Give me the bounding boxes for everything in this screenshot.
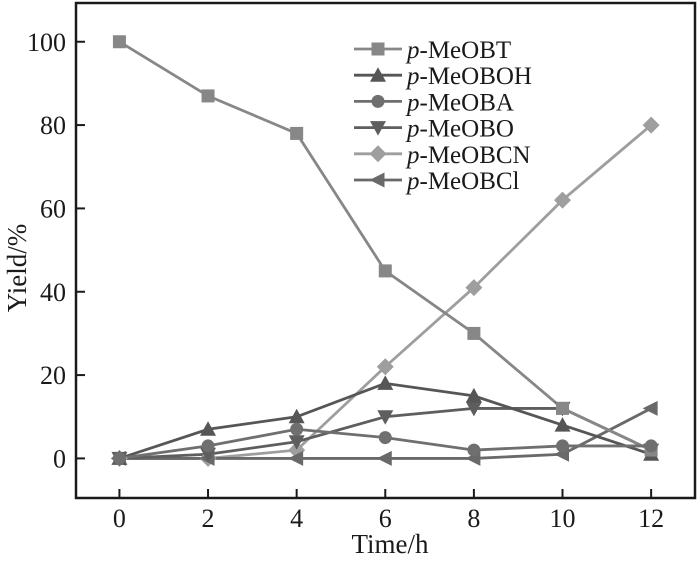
legend-marker-diamond-icon — [369, 145, 387, 163]
legend-item-p-MeOBCN: p-MeOBCN — [354, 142, 531, 169]
legend-label: p-MeOBCN — [405, 142, 531, 169]
x-tick-label: 12 — [638, 504, 664, 533]
x-tick-label: 6 — [379, 504, 392, 533]
series-marker-p-MeOBCl — [642, 400, 658, 416]
y-tick-label: 80 — [40, 111, 66, 140]
series-marker-p-MeOBA — [112, 451, 126, 465]
series-marker-p-MeOBT — [201, 89, 215, 103]
legend-item-p-MeOBOH: p-MeOBOH — [354, 63, 532, 90]
x-tick-label: 10 — [550, 504, 576, 533]
y-tick-label: 0 — [53, 444, 66, 473]
legend-marker-circle-icon — [371, 94, 385, 108]
legend-label: p-MeOBA — [405, 89, 514, 116]
legend-item-p-MeOBO: p-MeOBO — [354, 116, 514, 143]
series-marker-p-MeOBCl — [376, 450, 392, 466]
series-marker-p-MeOBT — [378, 264, 392, 278]
axis-ticks — [76, 40, 653, 498]
y-tick-label: 100 — [27, 28, 66, 57]
legend-label: p-MeOBO — [405, 116, 514, 143]
series-marker-p-MeOBO — [377, 410, 394, 425]
series-marker-p-MeOBCN — [554, 191, 572, 209]
legend-marker-triangle-up-icon — [370, 67, 386, 82]
legend-item-p-MeOBT: p-MeOBT — [354, 37, 511, 64]
y-tick-label: 40 — [40, 278, 66, 307]
series-marker-p-MeOBT — [467, 326, 481, 340]
x-tick-label: 4 — [290, 504, 303, 533]
series-marker-p-MeOBA — [201, 439, 215, 453]
x-tick-label: 2 — [202, 504, 215, 533]
legend-label: p-MeOBOH — [405, 63, 532, 90]
legend-label: p-MeOBCl — [405, 168, 520, 195]
series-marker-p-MeOBOH — [377, 375, 394, 390]
series-marker-p-MeOBT — [112, 35, 126, 49]
x-tick-label: 0 — [113, 504, 126, 533]
x-axis-label: Time/h — [351, 529, 429, 559]
y-tick-label: 20 — [40, 361, 66, 390]
series-marker-p-MeOBT — [556, 401, 570, 415]
y-tick-label: 60 — [40, 194, 66, 223]
series-marker-p-MeOBA — [644, 439, 658, 453]
legend-marker-triangle-down-icon — [370, 121, 386, 136]
legend-marker-triangle-left-icon — [369, 172, 385, 188]
series-marker-p-MeOBO — [465, 401, 482, 417]
series-marker-p-MeOBOH — [288, 408, 305, 424]
legend: p-MeOBTp-MeOBOHp-MeOBAp-MeOBOp-MeOBCNp-M… — [354, 37, 532, 195]
legend-item-p-MeOBA: p-MeOBA — [354, 89, 514, 116]
legend-label: p-MeOBT — [405, 37, 511, 64]
legend-item-p-MeOBCl: p-MeOBCl — [354, 168, 520, 195]
series-marker-p-MeOBCl — [288, 450, 304, 466]
series-marker-p-MeOBOH — [200, 421, 217, 436]
series-marker-p-MeOBA — [467, 443, 481, 457]
series-marker-p-MeOBCN — [376, 358, 394, 376]
series-marker-p-MeOBA — [556, 439, 570, 453]
series-marker-p-MeOBOH — [465, 387, 482, 403]
series-marker-p-MeOBCN — [642, 116, 660, 134]
series-marker-p-MeOBO — [288, 435, 305, 450]
series-marker-p-MeOBA — [378, 431, 392, 445]
series-marker-p-MeOBA — [290, 422, 304, 436]
series-marker-p-MeOBOH — [554, 417, 571, 432]
series-markers — [110, 35, 660, 467]
x-tick-label: 8 — [467, 504, 480, 533]
series-marker-p-MeOBCN — [465, 279, 483, 297]
series-marker-p-MeOBO — [200, 447, 217, 463]
legend-marker-square-icon — [371, 42, 385, 56]
series-marker-p-MeOBT — [290, 126, 304, 140]
axis-tick-labels: 0 2 4 6 8 10 12 0 20 40 60 80 100 — [27, 28, 664, 533]
y-axis-label: Yield/% — [2, 224, 32, 313]
